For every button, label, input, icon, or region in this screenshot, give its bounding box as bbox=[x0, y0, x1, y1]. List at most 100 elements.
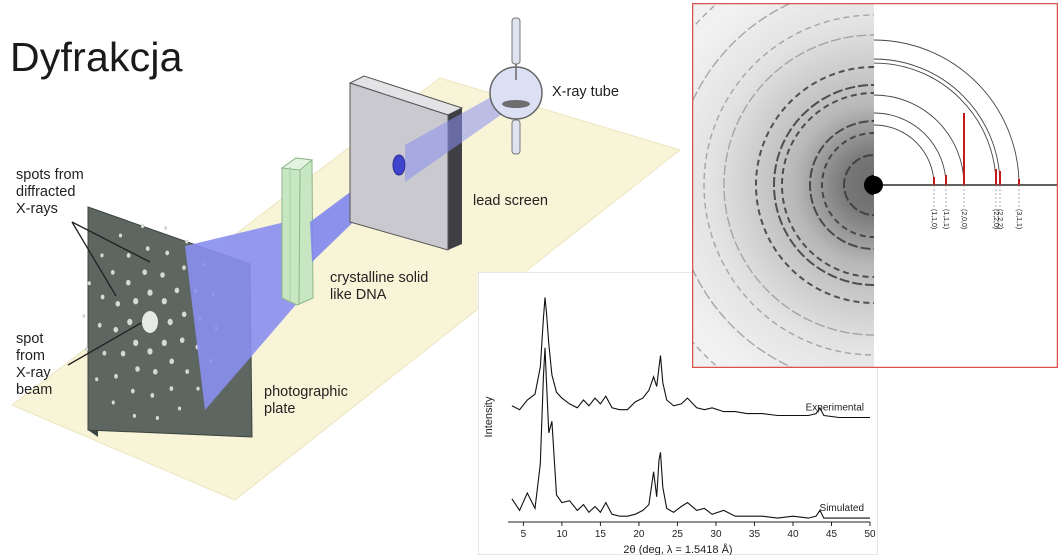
diffraction-spot bbox=[169, 386, 174, 391]
label-diffracted-spots: spots from diffracted X-rays bbox=[16, 167, 84, 217]
indexed-ring-arc bbox=[874, 94, 965, 186]
x-tick-label: 10 bbox=[556, 529, 568, 540]
diffraction-spot bbox=[165, 250, 170, 256]
diffraction-spot bbox=[160, 272, 165, 278]
diffraction-spot bbox=[196, 386, 200, 391]
diffraction-spot bbox=[133, 339, 139, 346]
label-crystalline-solid: crystalline solid like DNA bbox=[330, 270, 429, 303]
saed-image-half bbox=[692, 3, 874, 368]
diffraction-ring bbox=[843, 154, 874, 216]
series-label-experimental: Experimental bbox=[806, 403, 864, 414]
indexed-ring-arc bbox=[874, 62, 997, 186]
diffraction-spot bbox=[179, 337, 185, 344]
ring-index-label: (1,1,0) bbox=[930, 209, 937, 229]
diffraction-spot bbox=[118, 233, 123, 238]
diffraction-spot bbox=[169, 358, 174, 365]
diffraction-spot bbox=[164, 226, 168, 231]
diffraction-spot bbox=[126, 253, 131, 258]
x-tick-label: 30 bbox=[710, 529, 722, 540]
x-tick-label: 25 bbox=[672, 529, 684, 540]
diffraction-ring bbox=[703, 14, 874, 356]
diffraction-spot bbox=[153, 369, 158, 375]
x-tick-label: 20 bbox=[633, 529, 645, 540]
diffraction-spot bbox=[133, 298, 139, 305]
diffraction-spot bbox=[177, 406, 182, 411]
label-lead-screen: lead screen bbox=[473, 193, 548, 209]
xray-tube bbox=[489, 17, 543, 155]
diffraction-spot bbox=[141, 224, 145, 228]
diffraction-spot bbox=[161, 339, 167, 346]
diffraction-spot bbox=[102, 350, 107, 356]
x-axis-label: 2θ (deg, λ = 1.5418 Å) bbox=[623, 543, 732, 555]
diffraction-spot bbox=[147, 348, 153, 355]
diffraction-ring bbox=[821, 132, 874, 238]
diffraction-spot bbox=[155, 416, 159, 420]
diffraction-spot bbox=[132, 413, 136, 418]
diffraction-spot bbox=[142, 269, 147, 276]
diffraction-spot bbox=[115, 301, 121, 307]
indexed-ring-arc bbox=[874, 112, 947, 186]
diffraction-spot bbox=[135, 366, 140, 372]
diffraction-spot bbox=[120, 350, 126, 357]
saed-indexed-half: (1,1,0) (1,1,1) (2,0,0) (2,2,0)(2,2,2) (3,1,… bbox=[874, 3, 1058, 368]
diffraction-spot bbox=[150, 393, 155, 398]
ring-index-label: (2,0,0) bbox=[960, 209, 967, 229]
diffraction-spot bbox=[145, 246, 150, 252]
x-tick-label: 40 bbox=[787, 529, 799, 540]
ring-index-label: (2,2,0) bbox=[992, 209, 999, 229]
diffraction-spot bbox=[82, 313, 86, 318]
diffraction-spot bbox=[185, 369, 190, 374]
diffraction-spot bbox=[126, 279, 131, 286]
x-tick-label: 35 bbox=[749, 529, 761, 540]
indexed-ring-arc bbox=[874, 58, 1001, 186]
indexed-ring-arc bbox=[874, 39, 1020, 186]
scattered-beam bbox=[185, 222, 300, 410]
diffraction-ring bbox=[809, 120, 874, 250]
diffraction-ring bbox=[723, 34, 874, 336]
diffraction-spot bbox=[100, 294, 105, 300]
ring-index-label: (1,1,1) bbox=[942, 209, 949, 229]
series-label-simulated: Simulated bbox=[820, 503, 864, 514]
diffraction-spot bbox=[185, 239, 189, 244]
diffraction-spot bbox=[167, 318, 173, 326]
diffraction-spot bbox=[87, 281, 91, 286]
diffraction-ring bbox=[755, 66, 874, 304]
diffraction-spot bbox=[161, 298, 167, 305]
indexed-ring-arc bbox=[874, 124, 935, 186]
diffraction-spot bbox=[181, 311, 187, 318]
diffraction-spot bbox=[113, 326, 119, 333]
x-tick-label: 5 bbox=[521, 529, 527, 540]
label-pointers bbox=[67, 221, 151, 366]
diffraction-spot bbox=[182, 265, 186, 271]
diffraction-spots bbox=[82, 224, 218, 420]
x-tick-label: 15 bbox=[595, 529, 607, 540]
diffraction-spot bbox=[174, 287, 180, 294]
crystal-prism bbox=[280, 157, 314, 306]
diffraction-spot bbox=[127, 318, 133, 326]
diffraction-spot bbox=[95, 377, 99, 382]
ring-index-label: (2,2,2) bbox=[996, 209, 1003, 229]
diffraction-spot bbox=[84, 347, 89, 352]
electron-diffraction-pattern: (1,1,0) (1,1,1) (2,0,0) (2,2,0)(2,2,2) (3,1,… bbox=[692, 3, 1058, 368]
diffraction-ring bbox=[773, 84, 874, 286]
series-line-simulated bbox=[511, 347, 870, 519]
ring-index-label: (3,1,1) bbox=[1015, 209, 1022, 229]
screen-aperture bbox=[392, 154, 406, 176]
slide-title: Dyfrakcja bbox=[10, 34, 183, 80]
diffraction-spot bbox=[111, 400, 115, 405]
y-axis-label: Intensity bbox=[483, 396, 495, 437]
diffraction-spot bbox=[130, 388, 135, 394]
diffraction-spot bbox=[100, 253, 104, 258]
series-line-experimental bbox=[511, 297, 870, 419]
label-xray-tube: X-ray tube bbox=[552, 84, 619, 100]
label-beam-spot: spot from X-ray beam bbox=[16, 331, 53, 398]
diffraction-spot bbox=[97, 322, 102, 328]
diffraction-spot bbox=[110, 270, 115, 275]
central-beam-spot bbox=[142, 311, 158, 333]
x-tick-label: 50 bbox=[864, 529, 876, 540]
chart-marks: 5 10 15 20 25 30 35 40 45 50 Experimental Simulated bbox=[508, 297, 876, 540]
diffraction-spot bbox=[114, 373, 118, 379]
label-photographic-plate: photographic plate bbox=[264, 384, 348, 417]
